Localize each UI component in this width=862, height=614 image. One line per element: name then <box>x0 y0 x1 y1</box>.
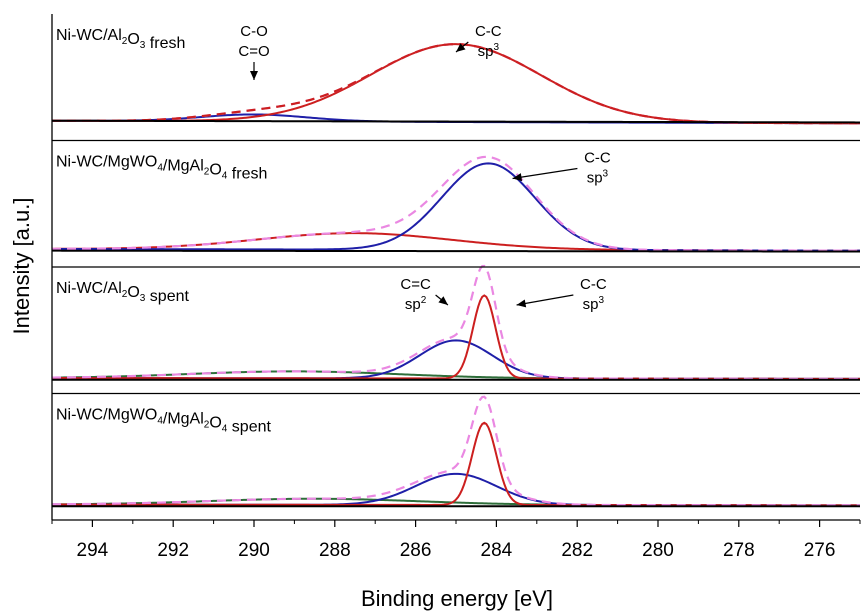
x-tick-label: 282 <box>561 540 593 561</box>
x-tick-label: 288 <box>319 540 351 561</box>
panel-3: Ni-WC/Al2O3 spent C=C sp2 C-C sp3 <box>51 264 860 381</box>
x-axis-ticks: 294 292 290 288 286 284 282 280 278 276 <box>51 520 861 561</box>
arrowhead <box>456 43 466 52</box>
panel-2: Ni-WC/MgWO4/MgAl2O4 fresh C-C sp3 <box>51 150 860 253</box>
annotation-text: C-O <box>240 23 268 40</box>
annotation: C-C sp3 <box>512 150 611 187</box>
series-black-line <box>52 119 860 124</box>
series-blue-line <box>51 162 860 252</box>
panel-4: Ni-WC/MgWO4/MgAl2O4 spent <box>51 395 860 508</box>
annotation: C=C sp2 <box>400 276 449 313</box>
x-tick-label: 280 <box>642 540 674 561</box>
annotation-text: C=O <box>238 43 269 60</box>
annotation: C-C sp3 <box>516 276 607 313</box>
arrowhead <box>516 299 527 308</box>
series-red-dashed-line <box>51 43 861 125</box>
panel-label: Ni-WC/MgWO4/MgAl2O4 fresh <box>56 154 267 183</box>
x-tick-label: 284 <box>481 540 513 561</box>
annotation-text: C=C <box>400 276 431 293</box>
panel-label: Ni-WC/Al2O3 fresh <box>56 27 185 52</box>
series-red-line <box>52 421 860 507</box>
series-blue-line <box>52 339 860 380</box>
panel-label: Ni-WC/Al2O3 spent <box>56 280 189 305</box>
series-pink-dashed-line <box>51 43 861 125</box>
annotation-text: sp3 <box>583 295 605 313</box>
arrowhead <box>438 296 448 305</box>
annotation-text: C-C <box>580 276 607 293</box>
annotation: C-O C=O <box>238 23 270 80</box>
x-axis-title: Binding energy [eV] <box>361 586 553 611</box>
x-tick-label: 286 <box>400 540 432 561</box>
arrowhead <box>250 71 258 80</box>
annotation-text: sp2 <box>405 295 427 313</box>
annotation-text: sp3 <box>587 169 609 187</box>
series-pink-dashed-line <box>52 155 860 252</box>
series-red-line <box>52 232 860 252</box>
series-red-line <box>52 294 860 380</box>
annotation-text: sp3 <box>478 42 500 60</box>
annotation-text: C-C <box>475 23 502 40</box>
series-pink-dashed-line <box>51 264 860 380</box>
x-tick-label: 290 <box>238 540 270 561</box>
annotation-text: C-C <box>584 150 611 167</box>
panel-1: Ni-WC/Al2O3 fresh C-O C=O C-C sp3 <box>51 23 861 125</box>
series-pink-dashed-line <box>51 395 860 507</box>
x-tick-label: 278 <box>723 540 755 561</box>
axes <box>51 14 860 521</box>
panel-label: Ni-WC/MgWO4/MgAl2O4 spent <box>56 407 272 436</box>
series-red-line <box>51 43 861 125</box>
arrowhead <box>512 173 523 182</box>
x-tick-label: 292 <box>157 540 189 561</box>
annotation-arrow <box>512 167 578 180</box>
annotation: C-C sp3 <box>455 23 502 60</box>
annotation-arrow <box>516 294 574 306</box>
x-tick-label: 276 <box>804 540 836 561</box>
series-black-line <box>52 249 860 253</box>
y-axis-title: Intensity [a.u.] <box>9 198 34 335</box>
panels: Ni-WC/Al2O3 freshC-OC=OC-Csp3Ni-WC/MgWO4… <box>51 23 861 508</box>
x-tick-label: 294 <box>77 540 109 561</box>
